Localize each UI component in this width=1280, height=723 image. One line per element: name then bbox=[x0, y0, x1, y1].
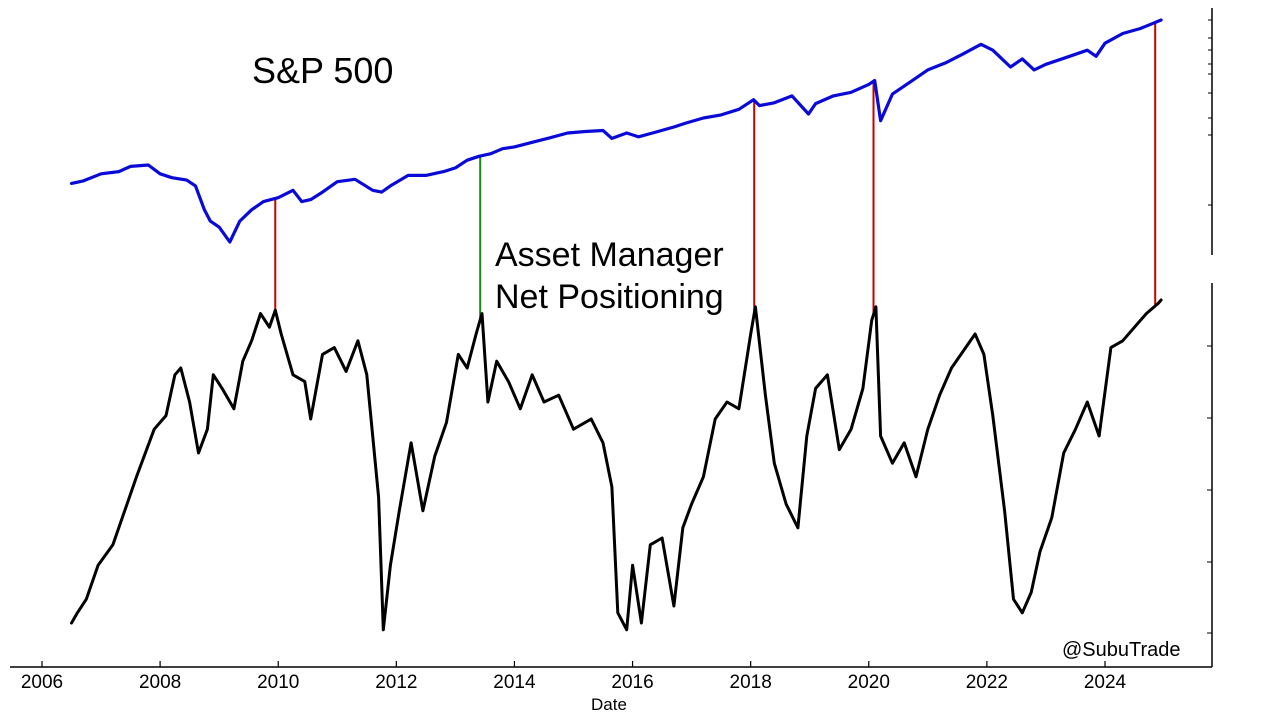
positioning-title-line2: Net Positioning bbox=[495, 278, 724, 316]
series-sp500-line bbox=[69, 18, 1163, 244]
positioning-title-line1: Asset Manager bbox=[495, 236, 724, 274]
x-tick-label: 2006 bbox=[21, 672, 63, 693]
marker-lines bbox=[274, 22, 1157, 320]
x-tick-label: 2018 bbox=[730, 672, 772, 693]
x-axis-ticks: 2006 2008 2010 2012 2014 2016 2018 2020 2022 2024 bbox=[21, 661, 1127, 693]
x-tick-label: 2014 bbox=[493, 672, 536, 693]
x-tick-label: 2010 bbox=[257, 672, 299, 693]
x-tick-label: 2022 bbox=[966, 672, 1008, 693]
x-tick-label: 2012 bbox=[375, 672, 417, 693]
credit-label: @SubuTrade bbox=[1062, 639, 1181, 661]
x-tick-label: 2020 bbox=[848, 672, 890, 693]
series-asset-manager-line bbox=[70, 298, 1163, 632]
x-tick-label: 2016 bbox=[611, 672, 653, 693]
right-axis-ticks bbox=[1207, 19, 1212, 634]
sp500-title: S&P 500 bbox=[252, 50, 393, 91]
x-axis-label: Date bbox=[591, 695, 627, 714]
x-tick-label: 2024 bbox=[1084, 672, 1127, 693]
x-tick-label: 2008 bbox=[139, 672, 181, 693]
